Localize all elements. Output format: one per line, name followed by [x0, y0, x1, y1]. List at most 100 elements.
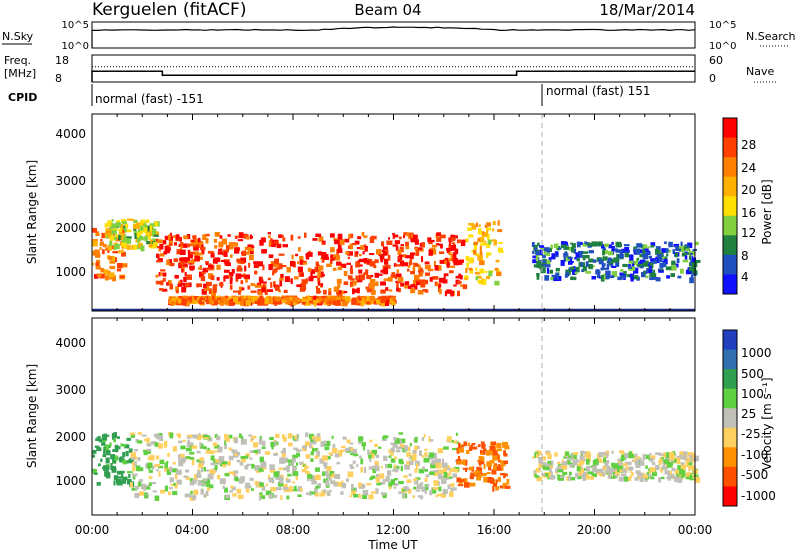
data-cell: [353, 289, 358, 293]
data-cell: [156, 246, 162, 249]
data-cell: [128, 473, 131, 479]
data-cell: [538, 457, 543, 463]
data-cell: [208, 450, 215, 454]
data-cell: [566, 460, 571, 465]
data-cell: [158, 433, 163, 437]
data-cell: [628, 476, 632, 481]
data-cell: [360, 245, 364, 250]
data-cell: [224, 434, 229, 440]
data-cell: [678, 476, 683, 483]
xtick-2000: 20:00: [577, 523, 612, 537]
data-cell: [534, 473, 537, 476]
data-cell: [112, 223, 117, 229]
data-cell: [311, 480, 317, 485]
data-cell: [124, 229, 128, 233]
data-cell: [294, 435, 297, 440]
data-cell: [399, 461, 404, 465]
data-cell: [262, 264, 265, 271]
data-cell: [92, 449, 97, 454]
data-cell: [92, 227, 97, 233]
data-cell: [234, 437, 238, 443]
data-cell: [121, 219, 127, 223]
data-cell: [689, 473, 692, 477]
data-cell: [629, 266, 636, 271]
data-cell: [96, 447, 102, 452]
data-cell: [494, 280, 500, 286]
data-cell: [618, 476, 624, 482]
data-cell: [568, 258, 572, 263]
data-cell: [473, 244, 478, 250]
data-cell: [369, 253, 375, 256]
data-cell: [98, 463, 101, 467]
data-cell: [538, 463, 544, 468]
data-cell: [163, 442, 167, 449]
data-cell: [391, 300, 396, 306]
data-cell: [216, 435, 221, 441]
colorbar-swatch: [723, 447, 737, 468]
data-cell: [416, 479, 419, 483]
data-cell: [632, 459, 635, 462]
data-cell: [179, 433, 181, 439]
data-cell: [682, 453, 688, 458]
data-cell: [199, 442, 202, 448]
data-cell: [410, 237, 416, 243]
data-cell: [475, 470, 481, 474]
data-cell: [254, 284, 261, 288]
data-cell: [259, 482, 264, 487]
data-cell: [619, 249, 624, 256]
data-cell: [317, 265, 324, 271]
data-cell: [286, 479, 291, 483]
data-cell: [264, 298, 268, 305]
data-cell: [248, 434, 252, 437]
data-cell: [315, 261, 319, 266]
data-cell: [351, 284, 354, 288]
data-cell: [662, 459, 665, 464]
power-ytick-2000: 2000: [55, 221, 86, 235]
data-cell: [224, 261, 230, 266]
data-cell: [135, 244, 140, 247]
data-cell: [162, 272, 167, 277]
data-cell: [642, 455, 646, 461]
data-cell: [418, 468, 425, 474]
data-cell: [228, 300, 234, 306]
data-cell: [178, 440, 183, 444]
data-cell: [620, 269, 624, 272]
data-cell: [244, 234, 249, 238]
data-cell: [331, 473, 335, 478]
data-cell: [145, 219, 150, 224]
data-cell: [571, 453, 577, 459]
data-cell: [582, 255, 586, 261]
data-cell: [624, 250, 629, 257]
data-cell: [307, 474, 313, 479]
data-cell: [246, 455, 249, 459]
data-cell: [488, 465, 492, 471]
data-cell: [635, 470, 641, 474]
data-cell: [115, 234, 121, 238]
data-cell: [469, 269, 474, 274]
data-cell: [636, 457, 642, 463]
data-cell: [332, 448, 338, 454]
data-cell: [375, 281, 379, 286]
data-cell: [115, 222, 122, 227]
data-cell: [210, 252, 215, 258]
data-cell: [671, 260, 676, 266]
data-cell: [645, 454, 649, 460]
data-cell: [121, 242, 127, 247]
data-cell: [568, 261, 573, 265]
data-cell: [182, 283, 186, 287]
data-cell: [582, 243, 588, 247]
data-cell: [400, 244, 404, 246]
data-cell: [229, 490, 233, 493]
data-cell: [645, 275, 649, 279]
data-cell: [196, 434, 202, 441]
data-cell: [258, 297, 265, 303]
data-cell: [395, 245, 399, 251]
data-cell: [203, 285, 210, 291]
data-cell: [384, 258, 389, 265]
data-cell: [608, 472, 613, 477]
data-cell: [182, 243, 188, 248]
data-cell: [359, 254, 362, 257]
data-cell: [388, 482, 393, 488]
data-cell: [140, 219, 146, 224]
data-cell: [370, 274, 374, 278]
